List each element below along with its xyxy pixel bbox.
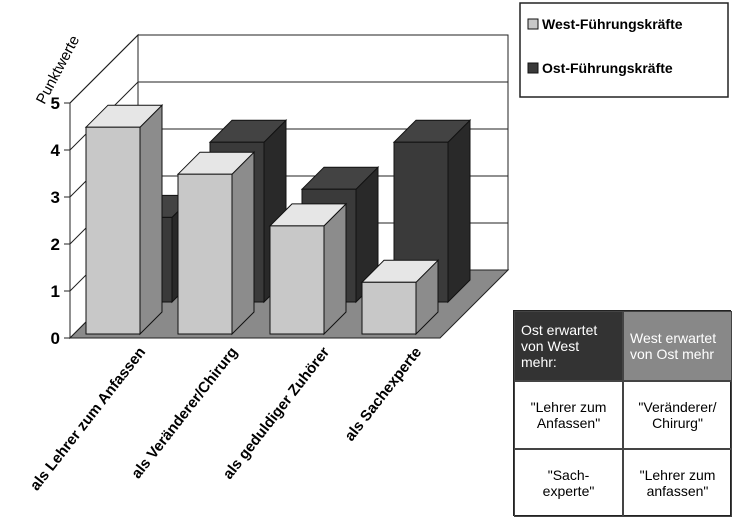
bar (269, 225, 325, 335)
table-header: West erwartet von Ost mehr (623, 311, 732, 381)
legend-label: Ost-Führungskräfte (542, 60, 673, 76)
legend-box (519, 2, 729, 98)
legend-swatch (527, 18, 539, 30)
table-cell: "Lehrer zum anfassen" (623, 449, 732, 517)
legend-label: West-Führungskräfte (542, 16, 683, 32)
legend-swatch (527, 62, 539, 74)
y-tick-label: 1 (51, 282, 60, 301)
y-tick-label: 4 (51, 141, 61, 160)
x-tick-label: als Sachexperte (341, 344, 425, 444)
bar-side (447, 118, 471, 304)
y-tick-label: 2 (51, 235, 60, 254)
bar-side (323, 202, 347, 336)
bar-side (139, 103, 163, 336)
bar-side (231, 150, 255, 336)
table-cell: "Veränderer/ Chirurg" (623, 381, 732, 449)
grid-line (69, 34, 508, 104)
y-tick-label: 5 (51, 94, 60, 113)
y-tick-label: 0 (51, 329, 60, 348)
bar (85, 126, 141, 335)
table-cell: "Sach- experte" (514, 449, 623, 517)
y-tick-label: 3 (51, 188, 60, 207)
table: Ost erwartet von West mehr: West erwarte… (513, 310, 732, 517)
table-header: Ost erwartet von West mehr: (514, 311, 623, 381)
table-cell: "Lehrer zum Anfassen" (514, 381, 623, 449)
bar (361, 281, 417, 335)
x-tick-label: als geduldiger Zuhörer (220, 344, 334, 483)
bar (177, 173, 233, 335)
x-tick-label: als Veränderer/Chirurg (128, 344, 241, 482)
